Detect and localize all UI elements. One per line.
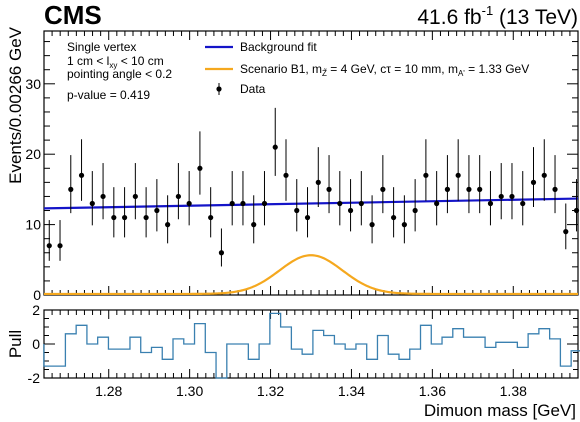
selection-line-2: 1 cm < lxy < 10 cm	[67, 54, 164, 70]
data-point	[121, 214, 128, 221]
data-point	[175, 193, 181, 200]
main-y-tick-label: 30	[25, 76, 41, 92]
data-point	[326, 186, 332, 192]
main-y-tick-label: 20	[25, 146, 41, 162]
main-y-axis-title: Events/0.00266 GeV	[6, 26, 25, 184]
data-point	[165, 222, 171, 228]
pull-y-tick-label: -2	[28, 370, 41, 386]
x-tick-label: 1.36	[419, 383, 446, 399]
data-point	[57, 243, 63, 249]
data-points	[46, 107, 580, 267]
data-point	[573, 207, 580, 214]
data-point	[477, 186, 483, 192]
pull-y-tick-label: 2	[32, 302, 40, 318]
data-point	[261, 200, 268, 207]
data-point	[509, 193, 515, 200]
x-tick-label: 1.32	[257, 383, 284, 399]
legend-signal-label: Scenario B1, mZ̃ = 4 GeV, cτ = 10 mm, mA…	[240, 62, 529, 78]
x-tick-label: 1.34	[338, 383, 365, 399]
experiment-label: CMS	[44, 0, 102, 30]
background-fit-line	[43, 197, 579, 210]
data-point	[294, 207, 300, 214]
data-point	[455, 172, 461, 178]
p-value-label: p-value = 0.419	[67, 88, 150, 102]
data-point	[229, 200, 235, 207]
data-point	[111, 214, 117, 221]
main-y-tick-label: 10	[25, 217, 41, 233]
main-y-tick-label: 0	[33, 287, 41, 303]
data-point	[498, 193, 504, 200]
pull-histogram	[43, 312, 580, 379]
data-point	[380, 186, 386, 192]
data-point	[423, 172, 429, 178]
data-point	[154, 207, 160, 214]
x-tick-label: 1.38	[500, 383, 527, 399]
data-point	[78, 172, 85, 178]
legend-data-label: Data	[240, 82, 266, 96]
data-point	[197, 165, 203, 171]
data-point	[240, 200, 246, 207]
data-point	[358, 200, 364, 207]
data-point	[369, 222, 375, 228]
data-point	[466, 186, 472, 192]
x-tick-label: 1.28	[95, 383, 122, 399]
data-point	[186, 200, 192, 207]
pull-plot-frame	[43, 309, 579, 379]
data-point	[541, 172, 547, 178]
data-point	[251, 222, 257, 228]
x-axis-title: Dimuon mass [GeV]	[424, 401, 576, 420]
data-point	[552, 186, 558, 192]
data-point	[337, 200, 343, 207]
data-point	[530, 179, 537, 185]
data-point	[132, 193, 138, 200]
legend: Background fit Scenario B1, mZ̃ = 4 GeV,…	[205, 40, 529, 96]
data-point	[143, 214, 149, 221]
data-point	[347, 207, 354, 214]
data-point	[412, 207, 418, 214]
x-tick-label: 1.30	[176, 383, 203, 399]
data-point	[89, 200, 95, 207]
selection-line-3: pointing angle < 0.2	[67, 67, 172, 81]
data-point	[46, 243, 52, 249]
data-point	[304, 214, 311, 221]
data-point	[218, 250, 225, 256]
data-point	[401, 222, 407, 228]
data-point	[208, 214, 214, 221]
data-point	[68, 186, 74, 192]
pull-y-tick-label: 0	[32, 336, 40, 352]
data-point	[520, 200, 526, 207]
selection-line-1: Single vertex	[67, 40, 136, 54]
data-point	[315, 179, 321, 185]
data-point	[283, 172, 289, 178]
data-point	[272, 144, 278, 150]
data-point	[563, 229, 569, 235]
data-point	[444, 186, 451, 192]
signal-curve	[44, 254, 578, 296]
data-point	[391, 214, 397, 221]
legend-background-label: Background fit	[240, 40, 317, 54]
luminosity-label: 41.6 fb-1 (13 TeV)	[417, 3, 578, 29]
pull-axis-ticks: 1.28 1.30 1.32 1.34 1.36 1.38 -2 0 2	[28, 302, 579, 399]
legend-data-marker	[216, 86, 222, 92]
data-point	[434, 200, 440, 207]
pull-y-axis-title: Pull	[6, 330, 25, 358]
data-point	[100, 193, 106, 200]
data-point	[487, 200, 494, 207]
